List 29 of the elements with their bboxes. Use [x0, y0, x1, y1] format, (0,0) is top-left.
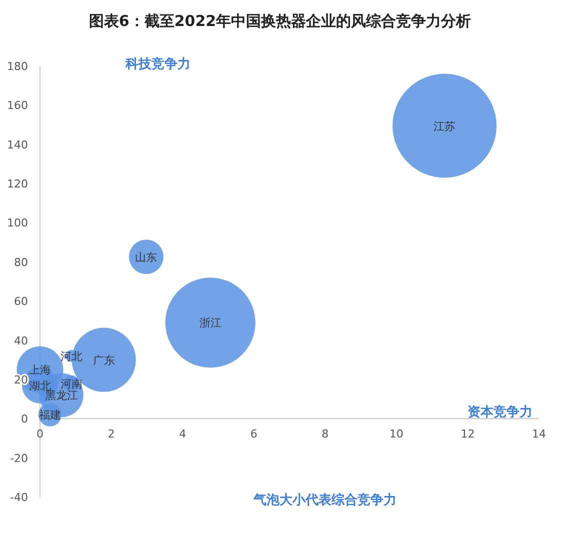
- y-axis-title: 科技竞争力: [124, 56, 190, 72]
- y-tick-label: 100: [7, 216, 28, 230]
- annotation: 山东: [135, 250, 158, 264]
- x-tick-label: 10: [389, 428, 404, 441]
- annotation: 福建: [38, 408, 61, 422]
- x-tick-label: 4: [179, 428, 186, 441]
- y-tick-label: 160: [7, 99, 28, 112]
- y-tick-label: 120: [7, 178, 28, 191]
- y-tick-label: 140: [7, 138, 28, 152]
- x-tick-label: 14: [532, 428, 546, 441]
- y-tick-label: 60: [14, 295, 28, 308]
- x-tick-label: 12: [460, 428, 475, 441]
- chart-title: 图表6：截至2022年中国换热器企业的风综合竞争力分析: [88, 12, 472, 30]
- x-tick-label: 6: [250, 428, 258, 441]
- x-tick-label: 0: [36, 428, 44, 441]
- y-tick-label: 80: [14, 256, 28, 269]
- x-tick-label: 8: [322, 428, 329, 441]
- y-tick-label: 0: [21, 412, 28, 426]
- annotation: 浙江: [199, 316, 222, 330]
- x-tick-label: 2: [108, 428, 115, 441]
- y-tick-label: 40: [14, 334, 28, 348]
- annotation: 广东: [92, 354, 115, 367]
- x-axis-title: 资本竞争力: [468, 404, 532, 420]
- annotation: 气泡大小代表综合竞争力: [252, 492, 396, 508]
- annotation: 上海: [29, 364, 51, 377]
- y-tick-label: -20: [10, 452, 28, 465]
- annotation: 江苏: [434, 120, 456, 133]
- y-tick-label: 180: [7, 60, 28, 73]
- y-tick-label: -40: [10, 491, 28, 504]
